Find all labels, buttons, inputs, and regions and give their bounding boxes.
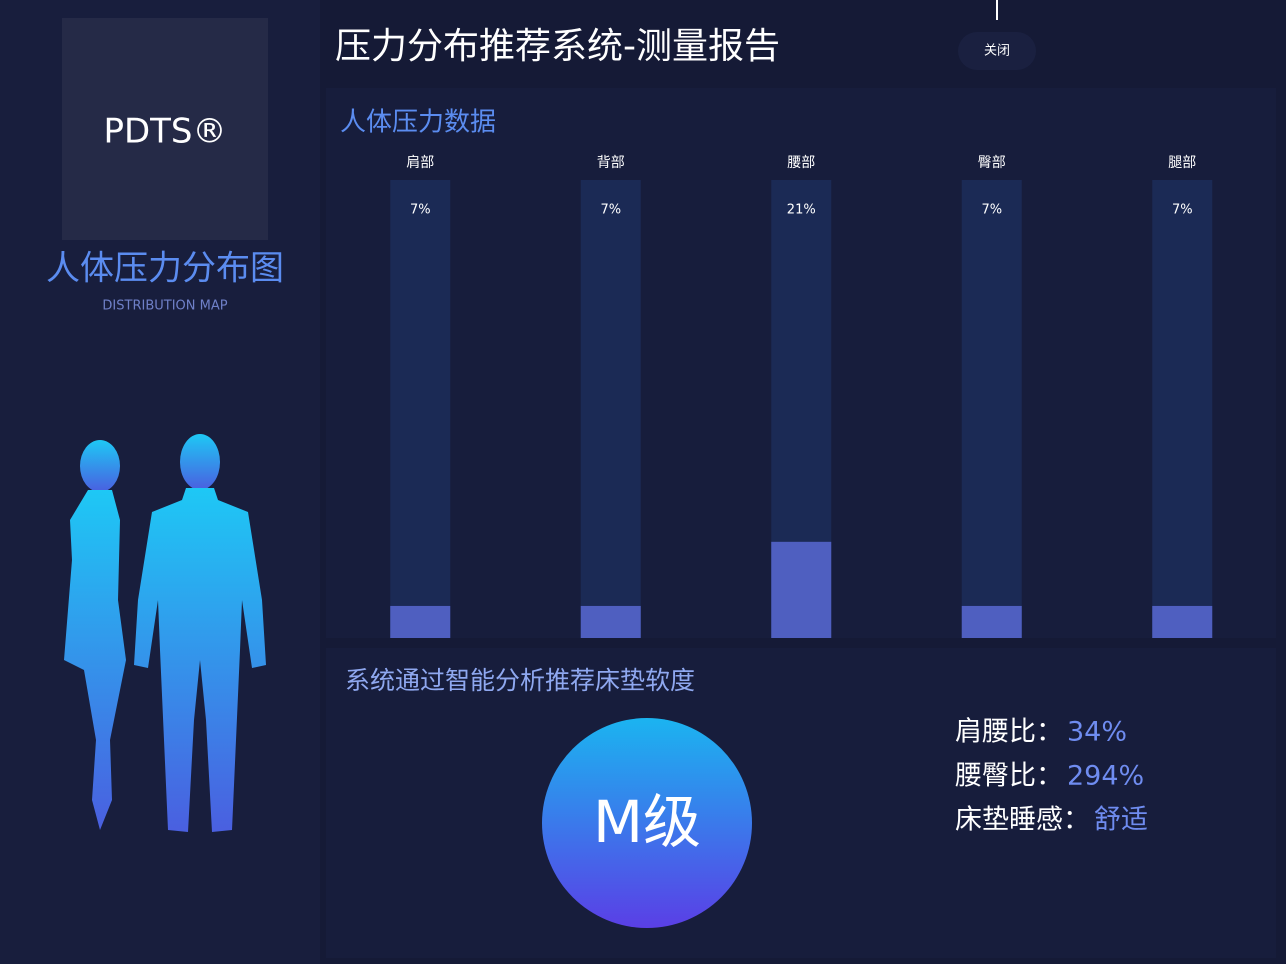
chart-title: 人体压力数据: [340, 108, 496, 138]
bar: [961, 605, 1022, 638]
bar: [1152, 605, 1213, 638]
page-title: 压力分布推荐系统-测量报告: [335, 26, 780, 67]
bar: [390, 605, 451, 638]
stat-label: 床垫睡感：: [955, 805, 1090, 836]
grade-circle: [542, 718, 752, 928]
category-label: 肩部: [406, 155, 434, 171]
stats: 肩腰比： 34%腰臀比： 294% 床垫睡感： 舒适: [955, 717, 1148, 836]
stat-label: 腰臀比：: [955, 761, 1063, 792]
bar-track: [1152, 180, 1213, 638]
stat-value: 34%: [1067, 717, 1127, 748]
recommend-title: 系统通过智能分析推荐床垫软度: [345, 666, 695, 695]
category-label: 臀部: [978, 155, 1006, 171]
category-label: 腿部: [1168, 155, 1196, 171]
bar-chart: 肩部 7% 背部 7% 腰部 21% 臀部 7% 腿部 7%: [390, 155, 1213, 638]
close-label[interactable]: 关闭: [984, 44, 1010, 59]
bar-track: [961, 180, 1022, 638]
close-button[interactable]: [958, 32, 1036, 70]
category-label: 背部: [597, 155, 625, 171]
value-label: 7%: [410, 203, 431, 218]
stat-value: 舒适: [1094, 805, 1148, 836]
logo-box: [62, 18, 268, 240]
value-label: 7%: [1172, 203, 1193, 218]
value-label: 7%: [981, 203, 1002, 218]
body-figures: [64, 434, 266, 832]
sidebar-subtitle: DISTRIBUTION MAP: [102, 299, 227, 314]
bar-track: [580, 180, 641, 638]
value-label: 7%: [600, 203, 621, 218]
bar-track: [390, 180, 451, 638]
value-label: 21%: [787, 203, 816, 218]
bar: [580, 605, 641, 638]
bar: [771, 541, 832, 638]
recommend-panel: [326, 648, 1276, 958]
stat-label: 肩腰比：: [955, 717, 1063, 748]
category-label: 腰部: [787, 155, 815, 171]
logo: PDTS®: [103, 112, 226, 152]
sidebar-title: 人体压力分布图: [46, 249, 284, 289]
grade: M级: [593, 788, 701, 856]
stat-value: 294%: [1067, 761, 1144, 792]
